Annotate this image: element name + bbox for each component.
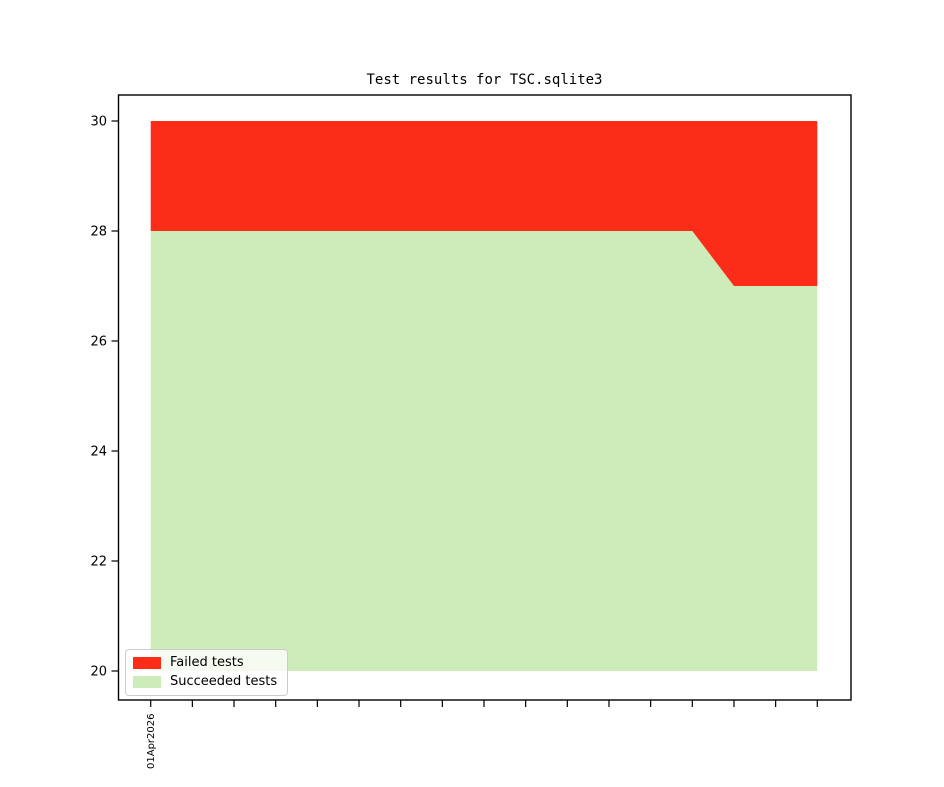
x-tick-label-date: 01Apr2026 (146, 714, 157, 769)
axes-frame (117, 94, 852, 701)
y-tick-label: 24 (90, 445, 107, 460)
legend-item-succeeded: Succeeded tests (133, 673, 277, 691)
legend: Failed tests Succeeded tests (125, 649, 289, 696)
y-tick-label: 22 (90, 555, 107, 570)
y-tick-label: 20 (90, 665, 107, 680)
succeeded-tests-swatch (133, 676, 161, 688)
y-tick-label: 26 (90, 335, 107, 350)
legend-label-failed: Failed tests (170, 655, 244, 670)
legend-item-failed: Failed tests (133, 654, 277, 672)
y-tick-label: 28 (90, 225, 107, 240)
y-tick-label: 30 (90, 115, 107, 130)
legend-label-succeeded: Succeeded tests (170, 674, 278, 689)
failed-tests-swatch (133, 657, 161, 669)
area-succeeded-tests (150, 231, 818, 671)
chart-title: Test results for TSC.sqlite3 (366, 72, 603, 88)
area-failed-tests (150, 121, 818, 286)
